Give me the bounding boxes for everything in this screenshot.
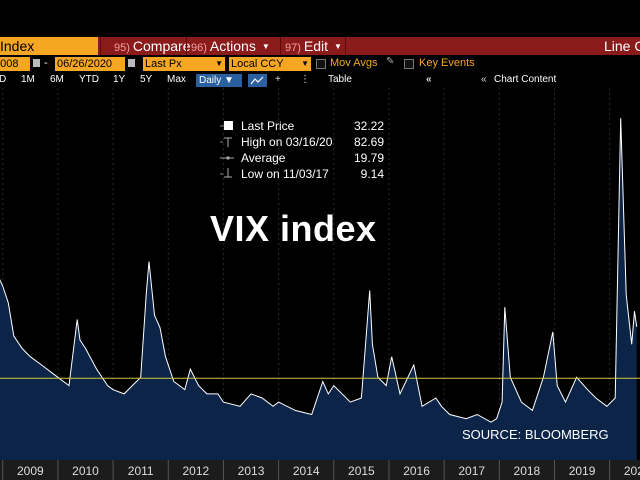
x-axis-strip [0, 460, 640, 480]
legend-low-value: 9.14 [360, 167, 384, 181]
x-tick-label-2015: 2015 [348, 464, 375, 478]
x-tick-label-2013: 2013 [238, 464, 265, 478]
start-date-field[interactable]: 2008 [0, 57, 30, 71]
chevron-down-icon: ▼ [224, 75, 234, 86]
high-marker-icon [220, 137, 232, 147]
vix-series-line [0, 118, 638, 423]
x-tick-label-2017: 2017 [458, 464, 485, 478]
range-d[interactable]: D [0, 74, 7, 85]
x-tick-label-2018: 2018 [514, 464, 541, 478]
legend-average-label: Average [241, 151, 286, 165]
range-bar: D 1M 6M YTD 1Y 5Y Max Daily ▼ + ⋮ Table … [0, 73, 640, 88]
range-ytd[interactable]: YTD [79, 74, 99, 85]
price-field-select[interactable]: Last Px ▼ [143, 57, 225, 71]
vix-chart: 2009 2010 2011 2012 2013 2014 2015 2016 2017 2018… [0, 88, 640, 480]
legend-high-value: 82.69 [353, 135, 384, 149]
plus-icon[interactable]: + [275, 74, 281, 85]
currency-label: Local CCY [231, 58, 284, 70]
average-marker-icon [220, 156, 234, 160]
range-1m[interactable]: 1M [21, 74, 35, 85]
compare-label: Compare [132, 38, 191, 54]
frequency-label: Daily [199, 75, 222, 86]
date-separator: - [44, 57, 48, 69]
line-chart-icon [250, 76, 264, 85]
legend-low-label: Low on 11/03/17 [241, 167, 329, 181]
options-bar: 2008 - 06/26/2020 Last Px ▼ Local CCY ▼ Mo… [0, 56, 640, 72]
legend-last-price: Last Price 32.22 [212, 118, 388, 134]
x-tick-label-2012: 2012 [183, 464, 210, 478]
mov-avgs-checkbox[interactable] [316, 59, 326, 69]
overlay-title: VIX index [210, 208, 377, 249]
command-bar: 95) Compare 96) Actions ▼ 97) Edit ▼ Line C [0, 37, 640, 55]
x-axis: 2009 2010 2011 2012 2013 2014 2015 2016 2017 2018… [2, 460, 640, 480]
x-tick-label-2020: 2020 [624, 464, 640, 478]
actions-button[interactable]: 96) Actions ▼ [191, 37, 270, 55]
chevron-down-icon: ▼ [301, 59, 309, 68]
end-date-field[interactable]: 06/26/2020 [55, 57, 125, 71]
divider [345, 37, 346, 55]
calendar-icon[interactable] [128, 59, 135, 67]
legend-last-price-value: 32.22 [353, 119, 384, 133]
x-tick-label-2009: 2009 [17, 464, 44, 478]
key-events-checkbox[interactable] [404, 59, 414, 69]
legend-average-value: 19.79 [353, 151, 384, 165]
legend-high-label: High on 03/16/20 [241, 135, 333, 149]
x-tick-label-2010: 2010 [72, 464, 99, 478]
more-icon[interactable]: ⋮ [300, 74, 310, 85]
chart-content-button[interactable]: Chart Content [494, 74, 557, 85]
x-tick-label-2016: 2016 [403, 464, 430, 478]
chevron-down-icon: ▼ [215, 59, 223, 68]
edit-button[interactable]: 97) Edit ▼ [285, 37, 342, 55]
source-label: SOURCE: BLOOMBERG [462, 427, 609, 442]
low-marker-icon [220, 168, 232, 178]
square-icon [220, 121, 233, 130]
price-field-label: Last Px [145, 58, 182, 70]
divider [280, 37, 281, 55]
chart-type-label[interactable]: Line C [604, 38, 640, 54]
range-6m[interactable]: 6M [50, 74, 64, 85]
ticker-input[interactable]: Index [0, 37, 98, 55]
x-tick-label-2011: 2011 [128, 464, 154, 478]
calendar-icon[interactable] [33, 59, 40, 67]
chevron-down-icon: ▼ [261, 42, 270, 51]
chart-style-button[interactable] [248, 74, 267, 87]
range-1y[interactable]: 1Y [113, 74, 126, 85]
compare-button[interactable]: 95) Compare [114, 37, 191, 55]
table-button[interactable]: Table [328, 74, 352, 85]
actions-label: Actions [209, 38, 256, 54]
mov-avgs-label: Mov Avgs [330, 57, 378, 69]
edit-number: 97) [285, 42, 301, 54]
divider [186, 37, 187, 55]
vix-area-fill [0, 118, 637, 460]
compare-number: 95) [114, 42, 130, 54]
chevron-down-icon: ▼ [334, 42, 342, 51]
legend-average: Average 19.79 [212, 150, 388, 166]
actions-number: 96) [191, 42, 207, 54]
divider [100, 37, 101, 55]
key-events-label: Key Events [419, 57, 475, 69]
x-tick-label-2014: 2014 [293, 464, 320, 478]
legend-low: Low on 11/03/17 9.14 [212, 166, 388, 182]
edit-label: Edit [303, 38, 329, 54]
currency-select[interactable]: Local CCY ▼ [229, 57, 311, 71]
collapse-icon[interactable]: « [426, 74, 432, 85]
legend: Last Price 32.22 High on 03/16/20 82.69 … [212, 118, 388, 182]
expand-icon[interactable]: « [481, 74, 487, 85]
pencil-icon[interactable]: ✎ [386, 56, 395, 67]
legend-high: High on 03/16/20 82.69 [212, 134, 388, 150]
x-tick-label-2019: 2019 [569, 464, 596, 478]
legend-last-price-label: Last Price [241, 119, 295, 133]
range-max[interactable]: Max [167, 74, 186, 85]
range-5y[interactable]: 5Y [140, 74, 153, 85]
frequency-select[interactable]: Daily ▼ [196, 74, 242, 87]
